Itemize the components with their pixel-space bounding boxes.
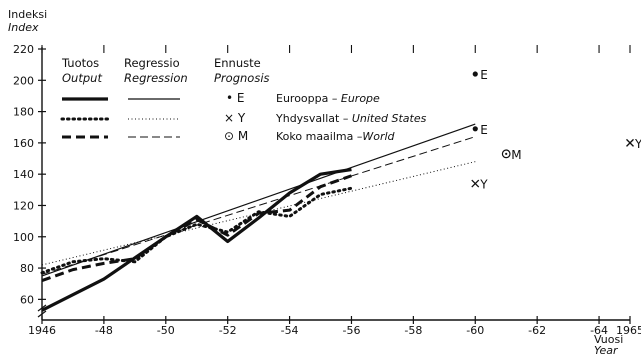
- y-tick-label: 200: [13, 74, 34, 87]
- legend-header-regression-en: Regression: [124, 71, 188, 85]
- output-line-world: [41, 174, 352, 282]
- x-tick-label: 1965: [616, 324, 641, 337]
- y-axis-title: Indeksi: [8, 8, 47, 21]
- prognosis-usa-marker: [471, 179, 480, 188]
- legend-marker-usa: × Y: [224, 111, 246, 125]
- legend-label-europe: Eurooppa – Europe: [276, 92, 380, 105]
- axes: [37, 47, 630, 321]
- y-axis-break: [37, 310, 47, 318]
- prognosis-world-marker: [501, 149, 511, 159]
- y-tick-label: 60: [20, 293, 34, 306]
- y-tick-label: 120: [13, 199, 34, 212]
- x-tick-label: -48: [95, 324, 113, 337]
- legend-header-output-en: Output: [62, 71, 102, 85]
- x-ticks: 1946 -48 -50 -52 -54 -56 -58 -60 -62 -64 1965: [28, 45, 641, 337]
- x-axis-title-en: Year: [594, 344, 619, 356]
- legend-header-output: Tuotos: [61, 56, 99, 70]
- prognosis-europe-alt-marker: [472, 126, 478, 132]
- prognosis-world-label: M: [511, 148, 521, 162]
- x-tick-label: -50: [157, 324, 175, 337]
- regression-line-europe: [41, 123, 476, 277]
- legend-label-usa: Yhdysvallat – United States: [275, 112, 427, 125]
- x-tick-label: -60: [466, 324, 484, 337]
- y-axis-title-en: Index: [8, 21, 39, 34]
- y-tick-label: 180: [13, 106, 34, 119]
- legend-header-regression: Regressio: [124, 56, 180, 70]
- legend-header-prognosis: Ennuste: [214, 56, 261, 70]
- x-tick-label: -56: [342, 324, 360, 337]
- series-layer: [40, 123, 476, 312]
- x-tick-label: -54: [281, 324, 299, 337]
- prognosis-europe-alt-label: E: [480, 123, 488, 137]
- y-ticks: 60 80 100 120 140 160 180 200 220: [13, 43, 46, 306]
- y-tick-label: 140: [13, 168, 34, 181]
- y-tick-label: 100: [13, 231, 34, 244]
- prognosis-usa-label: Y: [479, 178, 488, 192]
- legend-marker-europe: • E: [226, 91, 244, 105]
- legend-marker-world: ⊙ M: [224, 129, 248, 143]
- y-tick-label: 80: [20, 262, 34, 275]
- legend-header-prognosis-en: Prognosis: [214, 71, 270, 85]
- prognosis-usa-alt-marker: [626, 138, 634, 147]
- x-tick-label: 1946: [28, 324, 56, 337]
- regression-line-usa: [41, 161, 476, 266]
- x-tick-label: -58: [404, 324, 422, 337]
- prognosis-layer: E E Y Y M: [471, 68, 641, 192]
- legend-label-world: Koko maailma –World: [276, 130, 396, 143]
- prognosis-europe-marker: [472, 71, 478, 77]
- regression-line-world: [41, 136, 476, 275]
- prognosis-europe-label: E: [480, 68, 488, 82]
- output-line-usa: [40, 186, 353, 275]
- prognosis-usa-alt-label: Y: [634, 137, 641, 151]
- legend: Tuotos Output Regressio Regression Ennus…: [60, 56, 427, 143]
- y-axis-break: [37, 304, 47, 312]
- x-tick-label: -64: [590, 324, 608, 337]
- x-tick-label: -52: [219, 324, 237, 337]
- y-tick-label: 220: [13, 43, 34, 56]
- y-tick-label: 160: [13, 137, 34, 150]
- prognosis-world-marker: [505, 152, 508, 155]
- output-line-europe: [41, 167, 352, 312]
- x-tick-label: -62: [528, 324, 546, 337]
- x-axis-title: Vuosi: [594, 333, 623, 346]
